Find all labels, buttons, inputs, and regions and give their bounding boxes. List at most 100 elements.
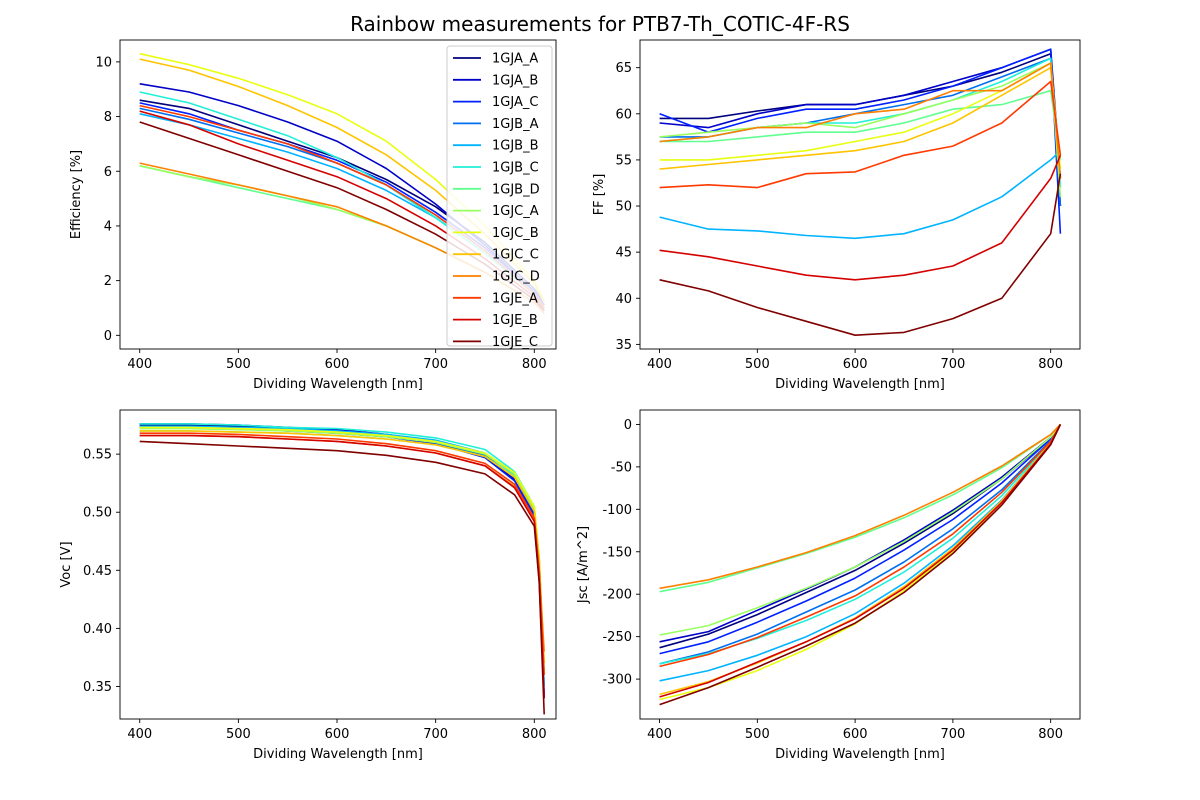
ff-xlabel: Dividing Wavelength [nm] xyxy=(775,377,945,392)
efficiency-ylabel: Efficiency [%] xyxy=(69,150,84,239)
jsc-series-1GJC_C xyxy=(659,424,1062,696)
ff-xtick-label: 400 xyxy=(647,357,672,372)
ff-series-1GJE_A xyxy=(659,80,1062,189)
ff-ytick-label: 35 xyxy=(615,338,632,353)
voc-xtick-label: 500 xyxy=(226,727,251,742)
jsc-series-group xyxy=(659,423,1062,706)
jsc-ytick-label: -150 xyxy=(602,545,632,560)
ff-series-1GJB_A xyxy=(659,57,1062,207)
efficiency-xlabel: Dividing Wavelength [nm] xyxy=(253,377,423,392)
voc-series-group xyxy=(139,423,545,715)
jsc-ytick-label: -250 xyxy=(602,630,632,645)
jsc-xtick-label: 800 xyxy=(1038,727,1063,742)
voc-xlabel: Dividing Wavelength [nm] xyxy=(253,747,423,762)
ff-axes-frame xyxy=(639,39,1081,350)
efficiency-xtick-label: 500 xyxy=(226,357,251,372)
efficiency-xtick-label: 700 xyxy=(423,357,448,372)
jsc-xlabel: Dividing Wavelength [nm] xyxy=(775,747,945,762)
ff-ytick-label: 40 xyxy=(615,292,632,307)
figure-title: Rainbow measurements for PTB7-Th_COTIC-4… xyxy=(350,12,850,36)
jsc-series-1GJC_B xyxy=(659,424,1062,701)
ff-series-1GJB_B xyxy=(659,150,1061,240)
legend-entry-1GJE_C: 1GJE_C xyxy=(492,335,538,350)
ff-series-1GJB_D xyxy=(659,89,1062,161)
voc-series-1GJE_A xyxy=(139,432,545,675)
legend-entry-1GJB_B: 1GJB_B xyxy=(492,139,539,154)
ff-ytick-label: 55 xyxy=(615,153,632,168)
efficiency-axes-frame xyxy=(119,39,557,350)
ff-xtick-label: 600 xyxy=(843,357,868,372)
jsc-ylabel: Jsc [A/m^2] xyxy=(576,526,591,604)
efficiency-ytick-label: 10 xyxy=(95,55,112,70)
efficiency-ytick-label: 4 xyxy=(104,219,112,234)
efficiency-xtick-label: 600 xyxy=(325,357,350,372)
voc-series-1GJE_C xyxy=(139,440,545,715)
jsc-series-1GJA_C xyxy=(659,423,1062,655)
voc-xtick-label: 600 xyxy=(325,727,350,742)
efficiency-ytick-label: 0 xyxy=(104,329,112,344)
voc-axes-frame xyxy=(119,409,557,720)
jsc-series-1GJB_C xyxy=(659,424,1062,665)
ff-series-1GJE_C xyxy=(659,173,1062,337)
jsc-xtick-label: 400 xyxy=(647,727,672,742)
legend-entry-1GJC_A: 1GJC_A xyxy=(492,204,539,219)
legend: 1GJA_A 1GJA_B 1GJA_C 1GJB_A 1GJB_B 1GJB_C 1GJB… xyxy=(446,45,553,350)
ff-panel: 400 500 600 700 800 35 40 45 50 55 60 65 Dividing Wa… xyxy=(592,39,1081,392)
jsc-series-1GJC_D xyxy=(659,423,1061,590)
ff-series-1GJC_A xyxy=(659,62,1062,197)
jsc-xtick-label: 700 xyxy=(940,727,965,742)
ff-xtick-label: 700 xyxy=(940,357,965,372)
ff-ytick-label: 45 xyxy=(615,246,632,261)
legend-box xyxy=(446,45,553,347)
jsc-ytick-label: -100 xyxy=(602,503,632,518)
efficiency-xtick-label: 400 xyxy=(127,357,152,372)
jsc-series-1GJE_B xyxy=(659,424,1062,698)
ff-ytick-label: 65 xyxy=(615,61,632,76)
ff-series-1GJC_C xyxy=(659,66,1062,179)
voc-xtick-label: 800 xyxy=(522,727,547,742)
voc-series-1GJA_C xyxy=(139,426,545,699)
efficiency-xtick-label: 800 xyxy=(522,357,547,372)
voc-series-1GJE_B xyxy=(139,434,545,699)
efficiency-ytick-label: 6 xyxy=(104,165,112,180)
voc-ytick-label: 0.50 xyxy=(83,506,112,521)
ff-ytick-label: 50 xyxy=(615,200,632,215)
efficiency-ytick-label: 8 xyxy=(104,110,112,125)
ff-xtick-label: 800 xyxy=(1038,357,1063,372)
voc-series-1GJB_D xyxy=(139,430,545,675)
jsc-series-1GJE_A xyxy=(659,424,1062,668)
ff-series-1GJA_C xyxy=(659,48,1062,234)
voc-series-1GJB_C xyxy=(139,423,545,675)
voc-ytick-label: 0.45 xyxy=(83,564,112,579)
legend-entry-1GJC_D: 1GJC_D xyxy=(492,270,540,285)
efficiency-ytick-label: 2 xyxy=(104,274,112,289)
voc-ytick-label: 0.40 xyxy=(83,622,112,637)
legend-entry-1GJB_C: 1GJB_C xyxy=(492,161,539,176)
voc-panel: 400 500 600 700 800 0.35 0.40 0.45 0.50 0.55 Divid… xyxy=(59,409,557,762)
voc-series-1GJC_D xyxy=(139,434,545,652)
jsc-axes-frame xyxy=(639,409,1081,720)
jsc-panel: 400 500 600 700 800 0 -50 -100 -150 -200 -250 -300 D… xyxy=(576,409,1081,762)
legend-entry-1GJA_B: 1GJA_B xyxy=(492,73,538,88)
jsc-ytick-label: -300 xyxy=(602,673,632,688)
ff-series-group xyxy=(659,48,1062,337)
ff-xtick-label: 500 xyxy=(745,357,770,372)
legend-entry-1GJB_D: 1GJB_D xyxy=(492,182,540,197)
voc-ytick-label: 0.35 xyxy=(83,680,112,695)
jsc-series-1GJB_A xyxy=(659,423,1062,665)
legend-entry-1GJC_C: 1GJC_C xyxy=(492,248,539,263)
jsc-series-1GJB_D xyxy=(659,423,1061,593)
legend-entry-1GJE_A: 1GJE_A xyxy=(492,291,538,306)
jsc-ytick-label: -50 xyxy=(611,460,632,475)
legend-entry-1GJE_B: 1GJE_B xyxy=(492,313,538,328)
ff-ytick-label: 60 xyxy=(615,107,632,122)
jsc-series-1GJE_C xyxy=(659,424,1062,706)
voc-xtick-label: 700 xyxy=(423,727,448,742)
voc-ytick-label: 0.55 xyxy=(83,448,112,463)
jsc-xtick-label: 500 xyxy=(745,727,770,742)
jsc-ytick-label: 0 xyxy=(624,418,632,433)
jsc-xtick-label: 600 xyxy=(843,727,868,742)
jsc-series-1GJC_A xyxy=(659,423,1062,636)
voc-ylabel: Voc [V] xyxy=(59,541,74,587)
